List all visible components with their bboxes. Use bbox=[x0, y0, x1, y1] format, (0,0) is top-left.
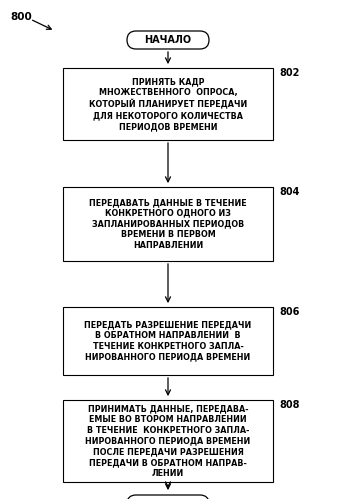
FancyBboxPatch shape bbox=[127, 31, 209, 49]
Text: 804: 804 bbox=[279, 187, 299, 197]
Text: ПРИНЯТЬ КАДР
МНОЖЕСТВЕННОГО  ОПРОСА,
КОТОРЫЙ ПЛАНИРУЕТ ПЕРЕДАЧИ
ДЛЯ НЕКОТОРОГО К: ПРИНЯТЬ КАДР МНОЖЕСТВЕННОГО ОПРОСА, КОТО… bbox=[89, 77, 247, 131]
FancyBboxPatch shape bbox=[127, 495, 209, 499]
Text: 808: 808 bbox=[279, 400, 300, 410]
FancyBboxPatch shape bbox=[63, 400, 273, 482]
Text: ПЕРЕДАВАТЬ ДАННЫЕ В ТЕЧЕНИЕ
КОНКРЕТНОГО ОДНОГО ИЗ
ЗАПЛАНИРОВАННЫХ ПЕРИОДОВ
ВРЕМЕ: ПЕРЕДАВАТЬ ДАННЫЕ В ТЕЧЕНИЕ КОНКРЕТНОГО … bbox=[89, 198, 247, 250]
Text: 800: 800 bbox=[10, 12, 32, 22]
Text: НАЧАЛО: НАЧАЛО bbox=[144, 35, 191, 45]
Text: 806: 806 bbox=[279, 307, 299, 317]
FancyBboxPatch shape bbox=[63, 307, 273, 375]
Text: ПЕРЕДАТЬ РАЗРЕШЕНИЕ ПЕРЕДАЧИ
В ОБРАТНОМ НАПРАВЛЕНИИ  В
ТЕЧЕНИЕ КОНКРЕТНОГО ЗАПЛА: ПЕРЕДАТЬ РАЗРЕШЕНИЕ ПЕРЕДАЧИ В ОБРАТНОМ … bbox=[84, 320, 252, 362]
FancyBboxPatch shape bbox=[63, 68, 273, 140]
Text: ПРИНИМАТЬ ДАННЫЕ, ПЕРЕДАВА-
ЕМЫЕ ВО ВТОРОМ НАПРАВЛЕНИИ
В ТЕЧЕНИЕ  КОНКРЕТНОГО ЗА: ПРИНИМАТЬ ДАННЫЕ, ПЕРЕДАВА- ЕМЫЕ ВО ВТОР… bbox=[85, 404, 251, 478]
FancyBboxPatch shape bbox=[63, 187, 273, 261]
Text: 802: 802 bbox=[279, 68, 299, 78]
